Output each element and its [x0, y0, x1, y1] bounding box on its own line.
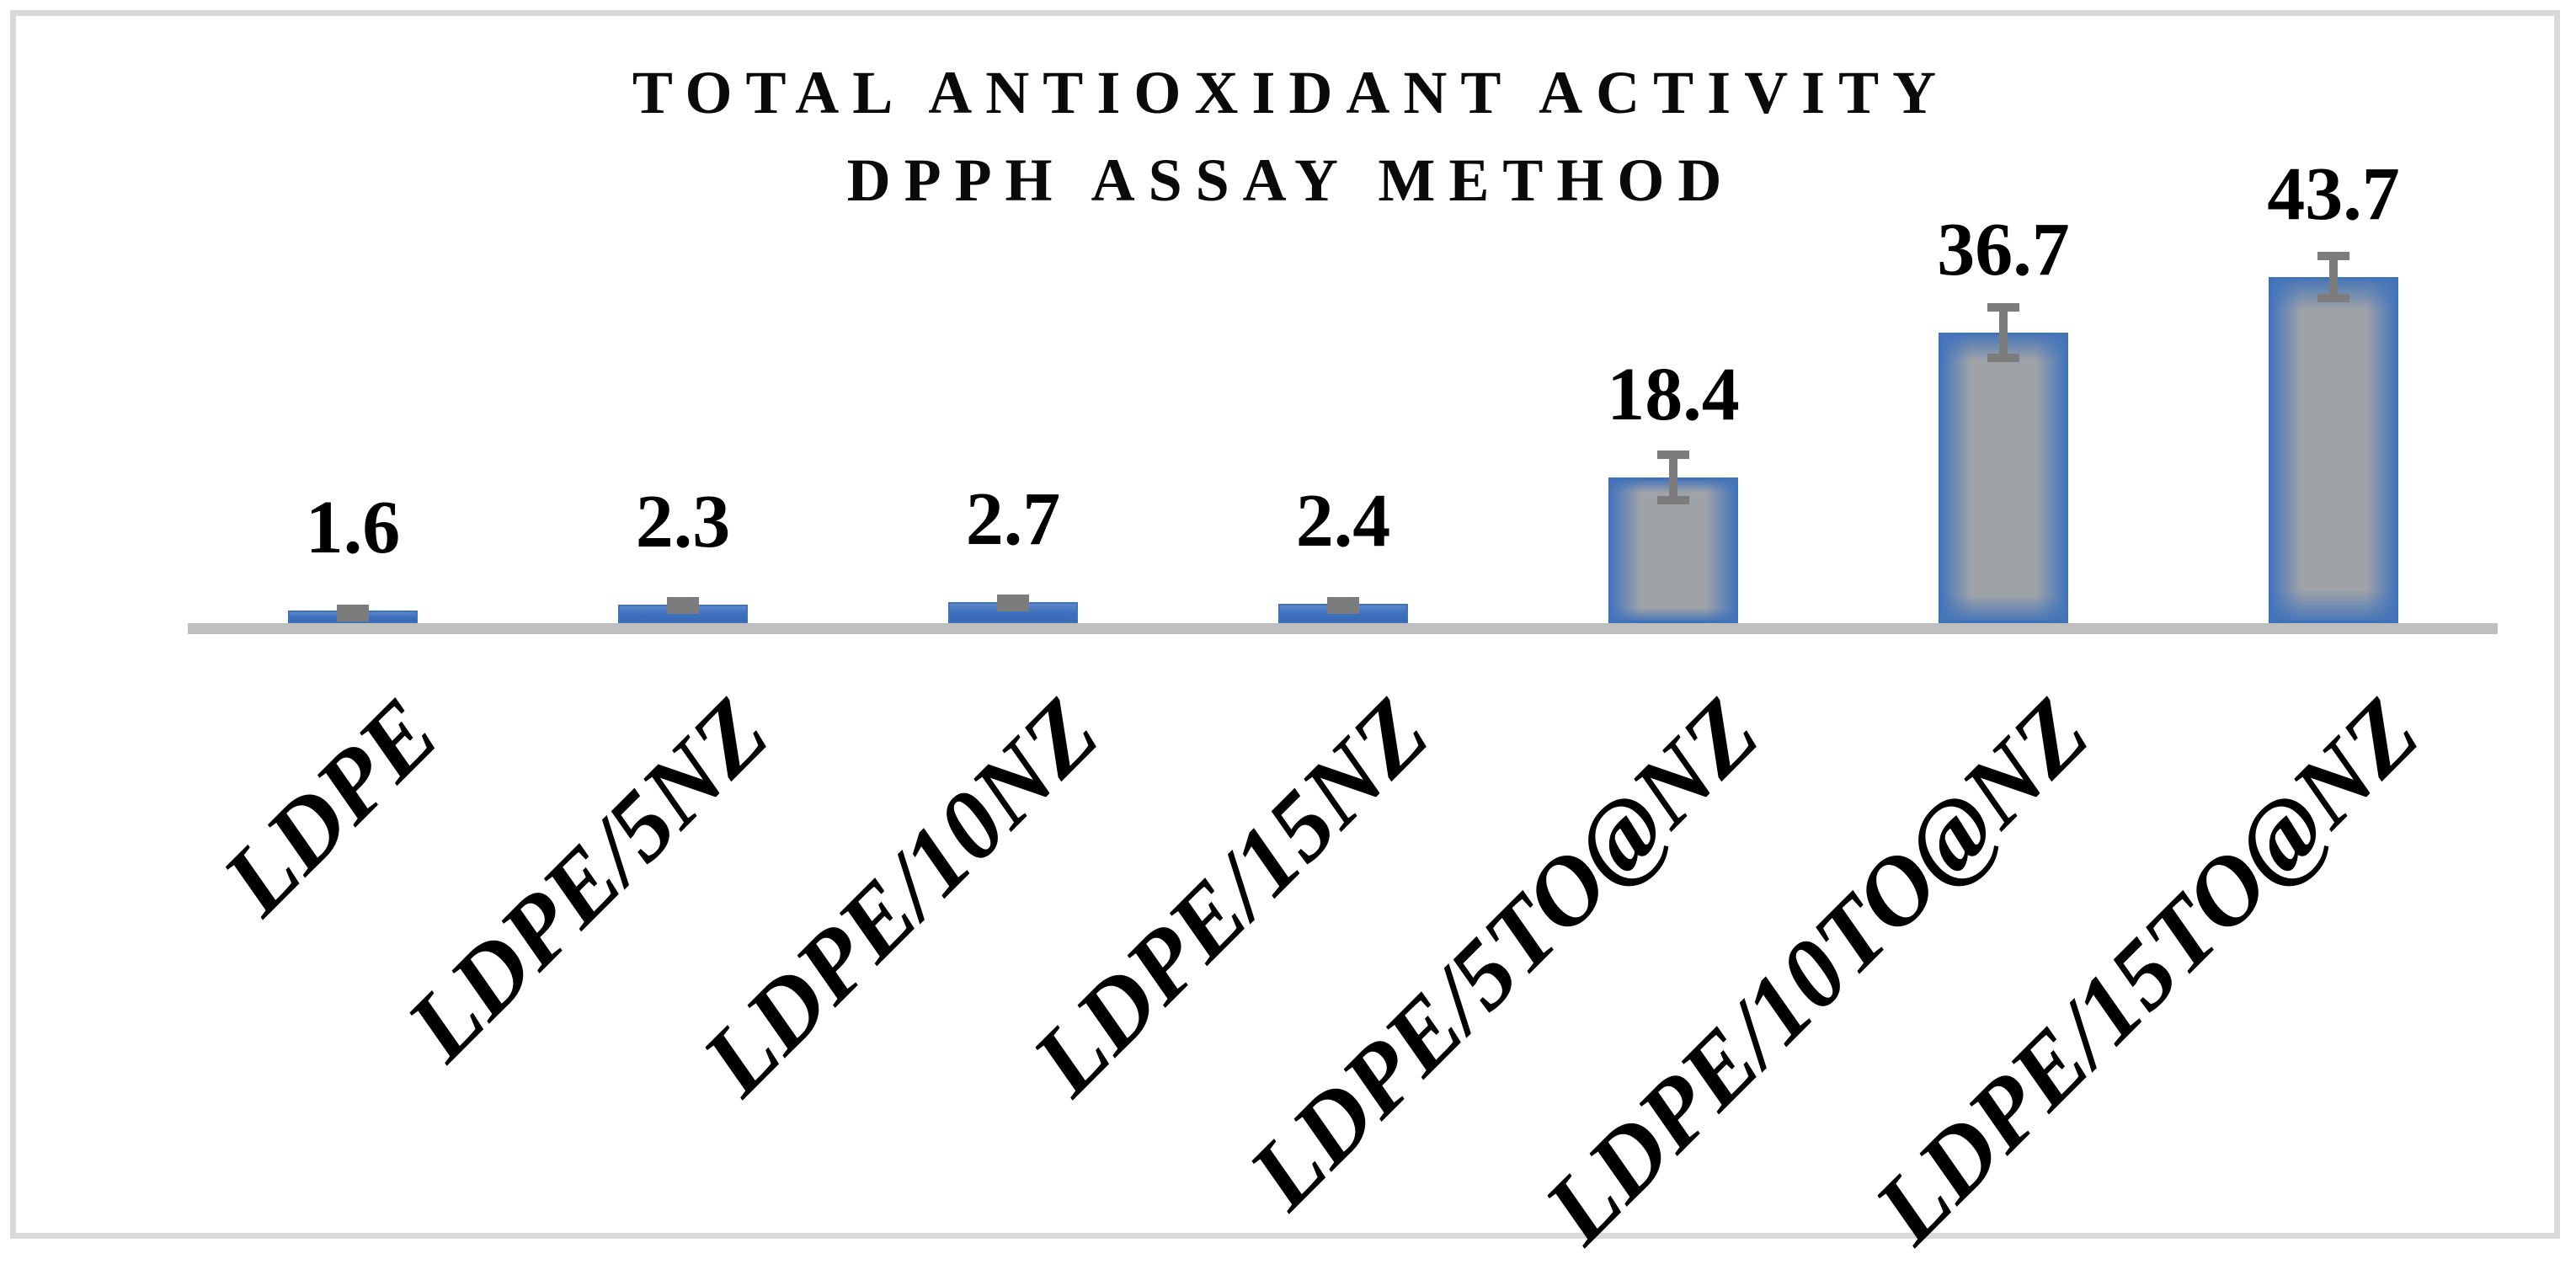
bar: [2269, 277, 2398, 623]
error-bar-stem: [1669, 459, 1677, 496]
category-label-text: LDPE: [202, 678, 460, 936]
error-bar: [1657, 451, 1689, 504]
data-label: 43.7: [2267, 152, 2400, 237]
error-bar: [997, 595, 1029, 612]
chart-title: TOTAL ANTIOXIDANT ACTIVITY DPPH ASSAY ME…: [188, 49, 2394, 224]
error-bar: [1327, 596, 1359, 614]
data-label: 2.4: [1295, 479, 1391, 563]
error-bar: [1987, 303, 2019, 362]
x-axis-line: [188, 623, 2498, 634]
data-label: 18.4: [1607, 353, 1740, 437]
data-label: 36.7: [1937, 208, 2070, 292]
data-label: 2.3: [635, 480, 731, 564]
error-bar: [337, 605, 369, 622]
error-bar: [667, 596, 699, 614]
error-bar-stem: [2329, 260, 2338, 295]
bar: [1939, 333, 2068, 623]
chart-title-line-2: DPPH ASSAY METHOD: [846, 147, 1736, 214]
error-bar-stem: [1999, 312, 2008, 354]
error-bar: [2317, 252, 2349, 303]
chart-title-line-1: TOTAL ANTIOXIDANT ACTIVITY: [632, 59, 1950, 126]
data-label: 2.7: [965, 477, 1061, 561]
data-label: 1.6: [305, 485, 401, 569]
